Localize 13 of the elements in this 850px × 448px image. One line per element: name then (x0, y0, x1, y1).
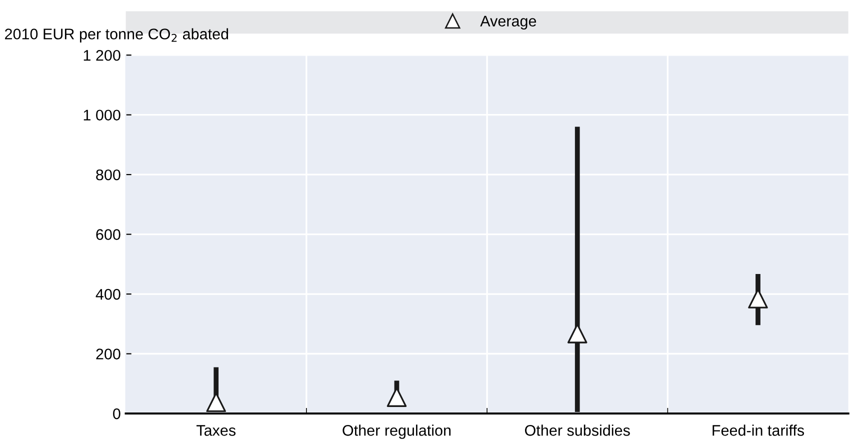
y-tick-label: 1 200 (84, 50, 120, 61)
y-tick-label: 1 000 (84, 110, 120, 121)
x-tick-label: Other regulation (342, 424, 451, 439)
y-tick-label: 400 (96, 288, 120, 300)
y-tick-label: 800 (96, 169, 120, 180)
y-tick-label: 600 (96, 229, 120, 240)
y-axis-title: 2010 EUR per tonne CO$_{2}$ abated (5, 28, 228, 42)
x-tick-label: Taxes (196, 425, 236, 436)
legend-label: Average (480, 16, 536, 30)
x-tick-label: Feed-in tariffs (712, 424, 804, 436)
y-tick-label: 0 (113, 408, 120, 420)
x-tick-label: Other subsidies (525, 424, 630, 436)
y-tick-label: 200 (96, 348, 120, 360)
